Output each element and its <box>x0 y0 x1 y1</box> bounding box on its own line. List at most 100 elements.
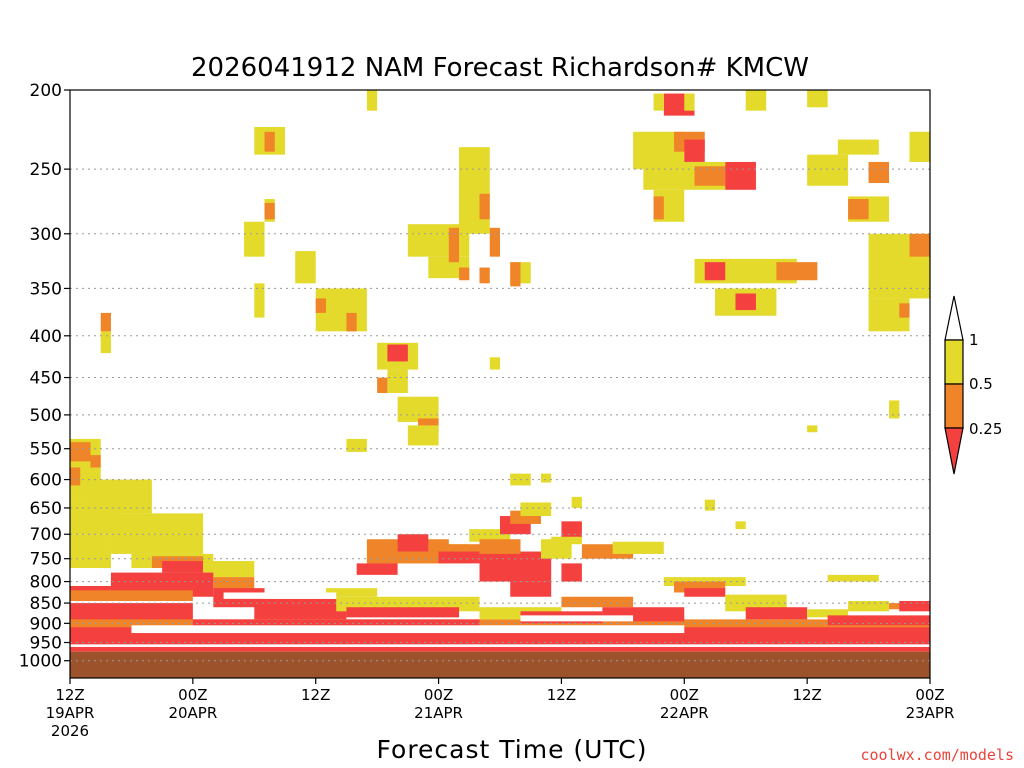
region-high-100 <box>612 541 664 554</box>
region-high-97 <box>551 536 582 545</box>
y-tick-label: 550 <box>30 440 62 460</box>
region-mid-68 <box>90 455 101 468</box>
region-high-119 <box>704 499 715 511</box>
x-axis-label: Forecast Time (UTC) <box>377 735 648 764</box>
region-high-120 <box>735 521 746 530</box>
region-low-98 <box>561 563 582 582</box>
plot-area <box>70 90 940 678</box>
region-high-50 <box>909 131 930 162</box>
region-mid-125 <box>100 312 111 332</box>
region-mid-24 <box>377 377 388 393</box>
y-tick-label: 500 <box>30 406 62 426</box>
region-mid-47 <box>868 161 890 184</box>
region-high-124 <box>100 331 111 354</box>
region-high-0 <box>366 90 378 111</box>
y-tick-label: 600 <box>30 471 62 491</box>
region-high-45 <box>807 154 849 186</box>
x-tick-label: 12Z <box>792 686 821 704</box>
y-tick-label: 700 <box>30 525 62 545</box>
region-low-65 <box>162 561 204 573</box>
x-tick-label: 20APR <box>168 704 217 722</box>
region-mid-36 <box>694 166 726 186</box>
legend-swatch-high <box>944 339 964 385</box>
y-tick-label: 950 <box>30 634 62 654</box>
region-mid-17 <box>489 227 500 257</box>
region-mid-71 <box>213 577 255 591</box>
region-mid-16 <box>479 193 490 220</box>
y-tick-label: 900 <box>30 614 62 634</box>
region-low-22 <box>387 344 408 362</box>
y-tick-label: 750 <box>30 550 62 570</box>
y-tick-label: 850 <box>30 594 62 614</box>
y-tick-label: 800 <box>30 573 62 593</box>
y-tick-label: 400 <box>30 327 62 347</box>
colorbar-legend: 1 0.5 0.25 <box>944 295 1002 475</box>
region-mid-44 <box>776 262 818 281</box>
region-low-74 <box>70 603 193 624</box>
region-high-118 <box>571 496 582 508</box>
y-axis: 200 250 300 350 400 450 500 550 600 650 700 750 8008… <box>19 81 70 672</box>
region-high-123 <box>930 556 940 563</box>
region-low-41 <box>704 262 726 281</box>
region-low-81 <box>346 607 460 618</box>
region-high-46 <box>837 139 879 155</box>
x-tick-label: 19APR <box>46 704 95 722</box>
x-tick-label: 00Z <box>915 686 944 704</box>
region-low-85 <box>397 534 429 552</box>
plot-frame <box>69 89 931 679</box>
region-low-84 <box>356 563 398 575</box>
region-high-112 <box>848 600 890 612</box>
x-tick-label: 23APR <box>906 704 955 722</box>
x-tick-label: 2026 <box>51 722 89 740</box>
region-mid-75 <box>70 590 193 601</box>
region-high-91 <box>520 502 552 517</box>
region-mid-54 <box>899 303 910 318</box>
region-high-122 <box>889 400 900 419</box>
legend-label-0.25: 0.25 <box>969 420 1002 438</box>
region-mid-52 <box>909 233 930 257</box>
clear-band-0 <box>131 625 685 634</box>
region-mid-10 <box>346 312 357 332</box>
x-tick-label: 12Z <box>547 686 576 704</box>
clear-band-3 <box>520 615 634 622</box>
x-tick-label: 12Z <box>55 686 84 704</box>
region-high-62 <box>70 534 111 569</box>
region-low-94 <box>510 581 552 597</box>
region-mid-39 <box>653 196 664 220</box>
region-low-37 <box>725 161 756 190</box>
x-tick-label: 00Z <box>178 686 207 704</box>
region-high-7 <box>254 283 265 318</box>
region-low-73 <box>254 598 347 620</box>
clear-bands <box>70 592 930 647</box>
region-low-34 <box>684 139 705 162</box>
region-mid-106 <box>674 581 726 593</box>
clear-band-1 <box>70 644 930 647</box>
region-mid-18 <box>479 267 490 284</box>
legend-swatch-mid <box>944 383 964 429</box>
region-high-61 <box>110 513 204 554</box>
region-mid-4 <box>264 202 275 220</box>
region-mid-2 <box>264 131 275 152</box>
y-tick-label: 1000 <box>19 652 62 672</box>
region-high-117 <box>540 473 552 483</box>
region-high-25 <box>397 396 439 422</box>
clear-band-2 <box>223 592 337 599</box>
x-tick-label: 22APR <box>660 704 709 722</box>
region-mid-77 <box>70 619 930 628</box>
region-high-113 <box>827 574 879 582</box>
region-low-92 <box>479 551 552 582</box>
region-high-56 <box>745 90 767 111</box>
region-high-27 <box>407 425 439 446</box>
region-high-23 <box>387 369 408 393</box>
legend-label-0.5: 0.5 <box>969 375 993 393</box>
region-high-105 <box>663 577 746 586</box>
region-mid-103 <box>561 596 634 608</box>
region-mid-20 <box>510 262 521 287</box>
region-high-31 <box>653 93 664 111</box>
region-high-121 <box>807 425 818 433</box>
credit-text: coolwx.com/models <box>860 746 1014 764</box>
chart-title: 2026041912 NAM Forecast Richardson# KMCW <box>191 53 809 83</box>
legend-top-arrow <box>944 295 964 341</box>
region-low-96 <box>561 521 582 540</box>
